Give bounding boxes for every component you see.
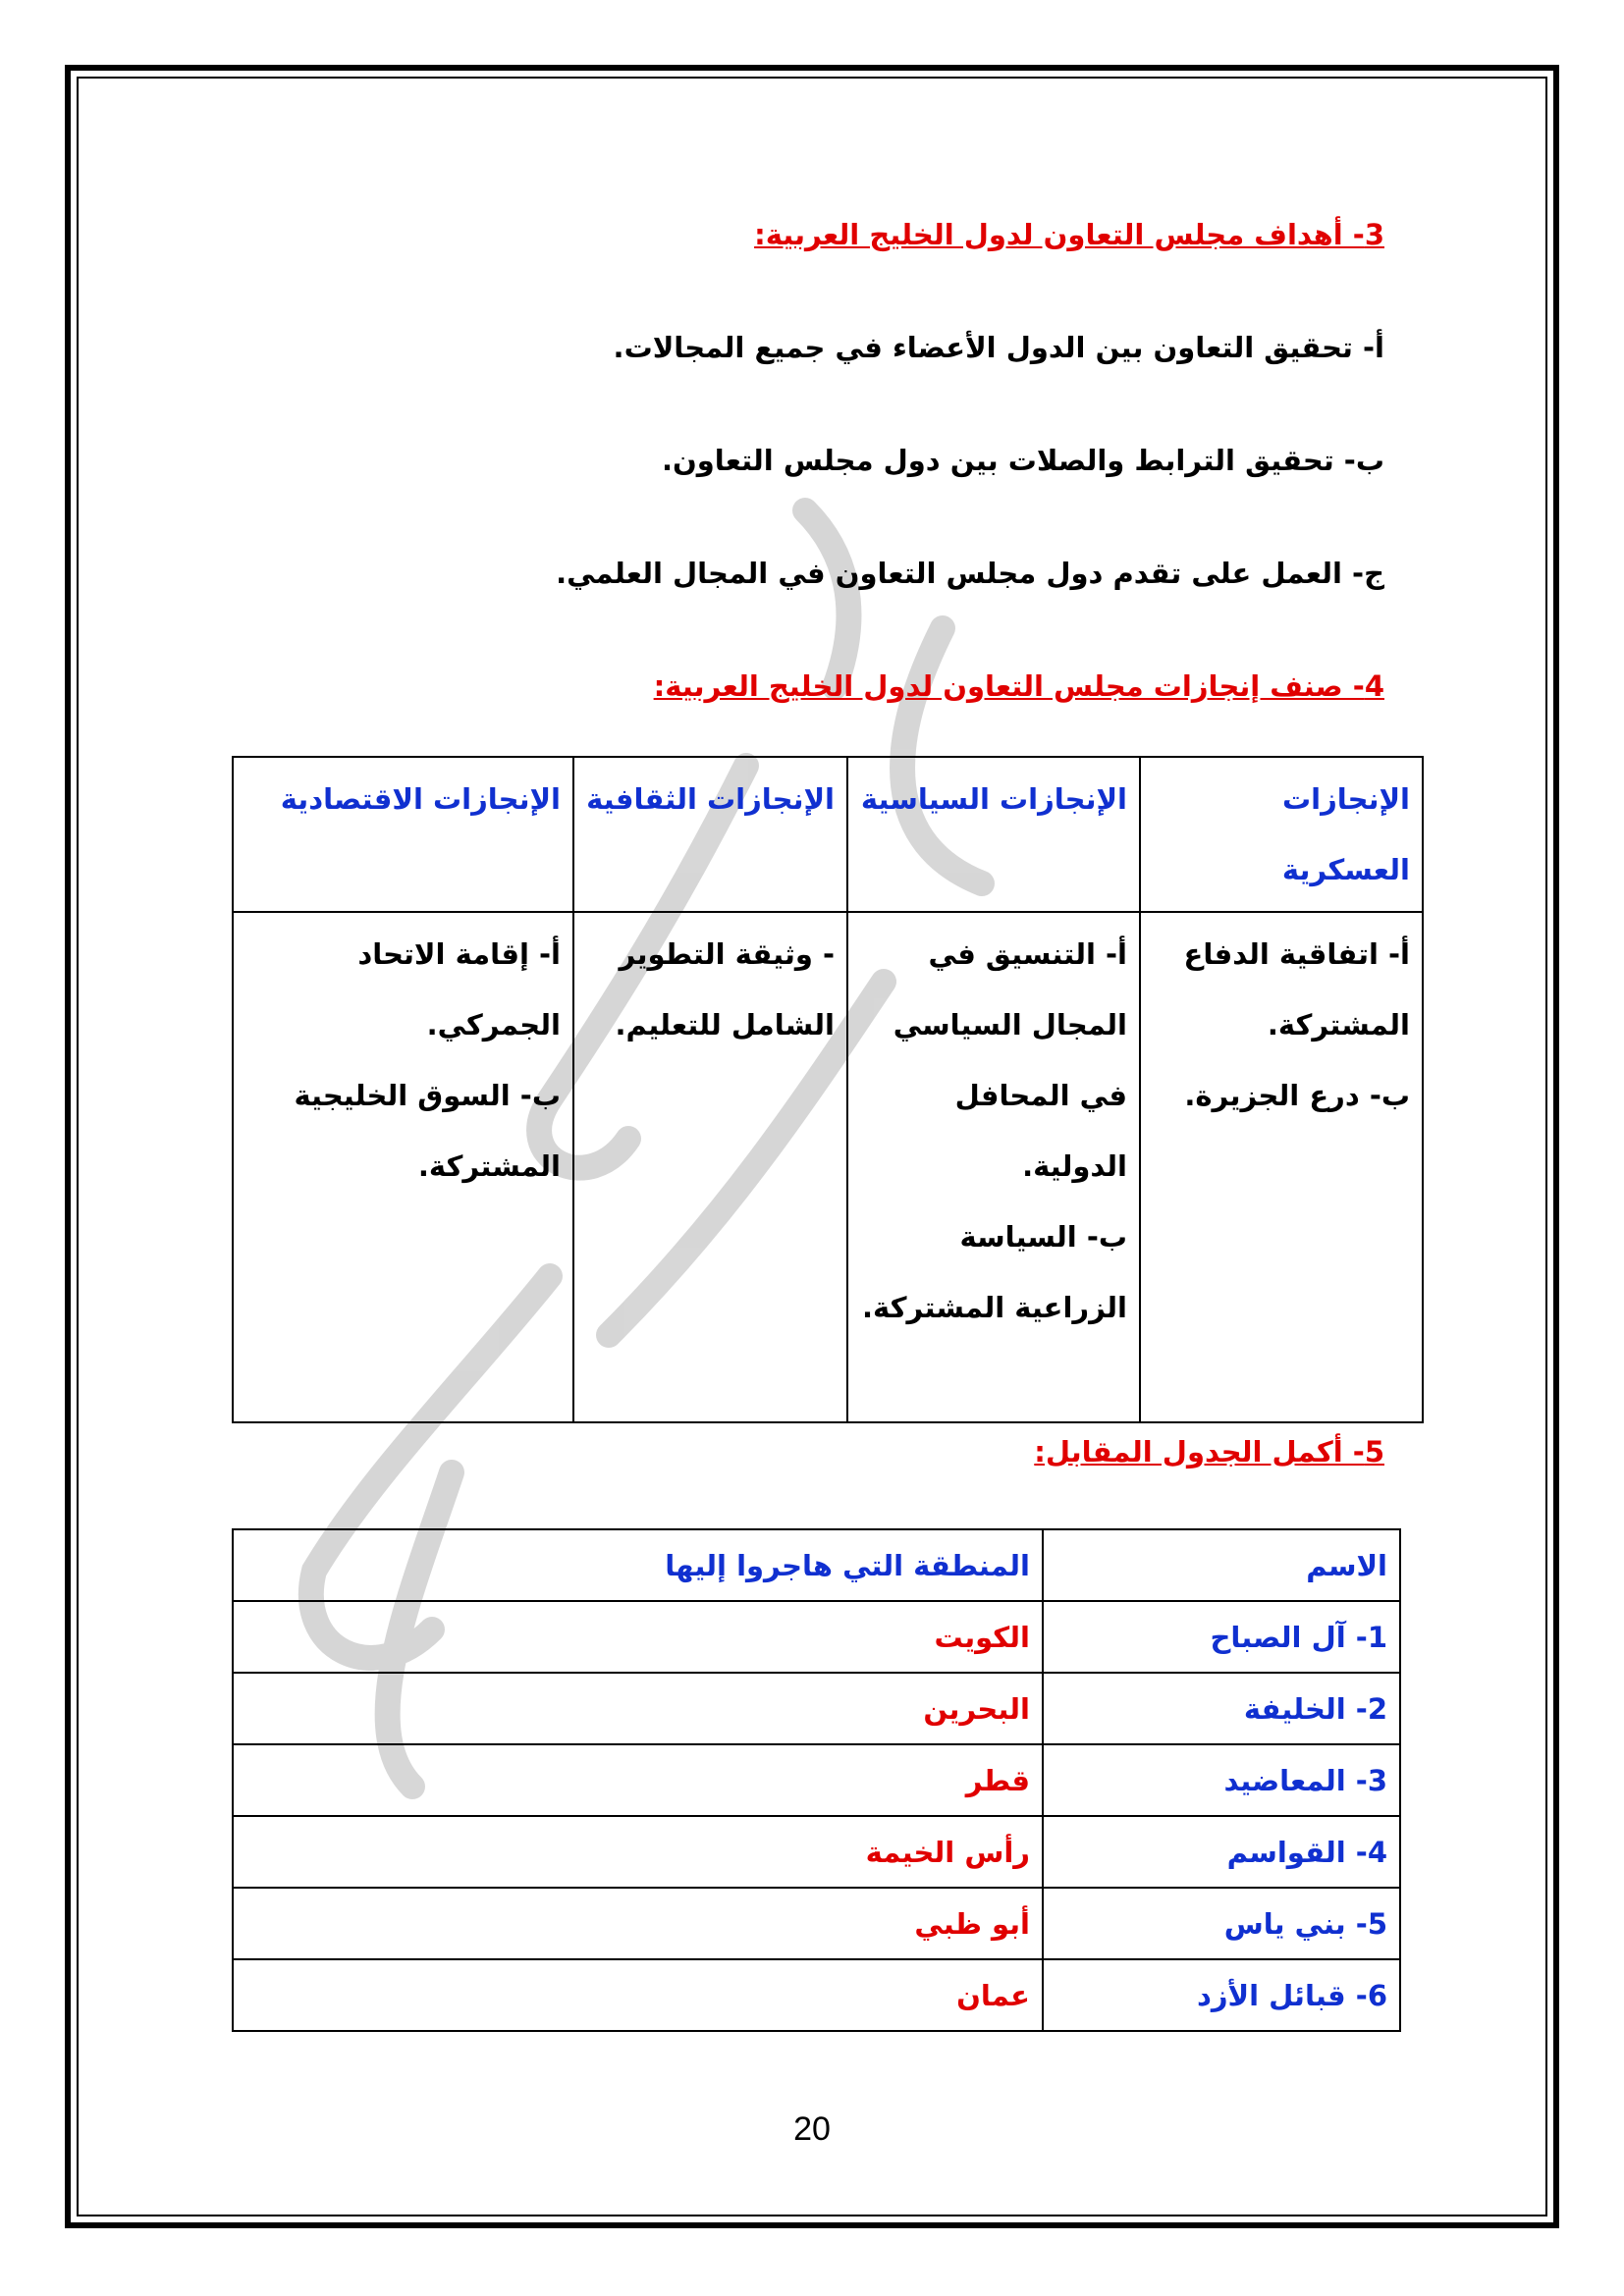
header-cell: الإنجازات الثقافية [572,756,848,913]
table-cell: البحرين [232,1672,1044,1745]
page-border [65,65,1559,2228]
migration-table: الاسم المنطقة التي هاجروا إليها 1- آل ال… [232,1528,1401,2032]
table-cell: الكويت [232,1600,1044,1674]
page-border-inner [77,77,1547,2216]
header-cell: الإنجازات السياسية [846,756,1141,913]
table-cell: قطر [232,1743,1044,1817]
table-cell: 2- الخليفة [1042,1672,1401,1745]
list-item: ج- العمل على تقدم دول مجلس التعاون في ال… [556,557,1384,590]
list-item: أ- تحقيق التعاون بين الدول الأعضاء في جم… [613,331,1384,364]
table-cell: عمان [232,1958,1044,2032]
table-row: 2- الخليفة البحرين [232,1672,1401,1745]
table-cell: أ- إقامة الاتحاد الجمركي. ب- السوق الخليج… [232,911,574,1423]
table-header-row: الاسم المنطقة التي هاجروا إليها [232,1528,1401,1602]
section-heading: 5- أكمل الجدول المقابل: [1034,1435,1384,1468]
table-cell: أبو ظبي [232,1887,1044,1960]
section-heading: 4- صنف إنجازات مجلس التعاون لدول الخليج … [653,669,1384,703]
header-cell: الإنجازات العسكرية [1139,756,1424,913]
table-row: 1- آل الصباح الكويت [232,1600,1401,1674]
header-cell: الإنجازات الاقتصادية [232,756,574,913]
table-row: 5- بني ياس أبو ظبي [232,1887,1401,1960]
table-row: 6- قبائل الأزد عمان [232,1958,1401,2032]
achievements-table: الإنجازات العسكرية الإنجازات السياسية ال… [232,756,1424,1423]
cell-item: ب- درع الجزيرة. [1184,1079,1410,1112]
table-cell: 5- بني ياس [1042,1887,1401,1960]
table-cell: 4- القواسم [1042,1815,1401,1889]
cell-item: أ- إقامة الاتحاد الجمركي. [357,937,561,1041]
cell-item: ب- السوق الخليجية المشتركة. [294,1079,561,1183]
table-header-row: الإنجازات العسكرية الإنجازات السياسية ال… [232,756,1424,913]
table-cell: أ- اتفاقية الدفاع المشتركة. ب- درع الجزير… [1139,911,1424,1423]
header-cell: الاسم [1042,1528,1401,1602]
table-cell: 3- المعاضيد [1042,1743,1401,1817]
page-number: 20 [793,2110,831,2148]
table-row: أ- اتفاقية الدفاع المشتركة. ب- درع الجزير… [232,911,1424,1423]
cell-item: ب- السياسة الزراعية المشتركة. [862,1220,1127,1324]
cell-item: أ- التنسيق في المجال السياسي في المحافل … [893,937,1127,1183]
table-cell: 1- آل الصباح [1042,1600,1401,1674]
table-cell: رأس الخيمة [232,1815,1044,1889]
table-cell: 6- قبائل الأزد [1042,1958,1401,2032]
section-heading: 3- أهداف مجلس التعاون لدول الخليج العربي… [754,218,1384,251]
cell-item: - وثيقة التطوير الشامل للتعليم. [615,937,835,1041]
table-cell: - وثيقة التطوير الشامل للتعليم. [572,911,848,1423]
cell-item: أ- اتفاقية الدفاع المشتركة. [1183,937,1410,1041]
list-item: ب- تحقيق الترابط والصلات بين دول مجلس ال… [662,444,1384,477]
table-row: 3- المعاضيد قطر [232,1743,1401,1817]
table-row: 4- القواسم رأس الخيمة [232,1815,1401,1889]
header-cell: المنطقة التي هاجروا إليها [232,1528,1044,1602]
table-cell: أ- التنسيق في المجال السياسي في المحافل … [846,911,1141,1423]
